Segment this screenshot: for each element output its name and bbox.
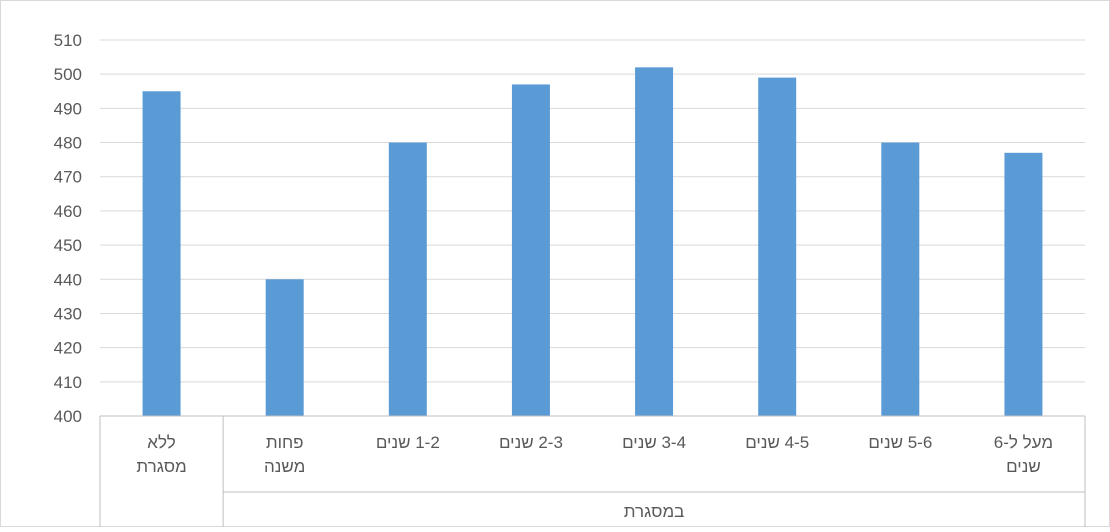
bar (511, 84, 550, 416)
y-tick-label: 480 (54, 134, 82, 153)
labels: 400 410 420 430 440 450 460 470 480 490 500 510 ללא מ… (54, 31, 1053, 521)
bars (142, 67, 1043, 417)
group-label: במסגרת (624, 502, 685, 521)
x-tick-label: 1-2 שנים (376, 433, 440, 452)
x-tick-label-line: ללא (147, 433, 176, 452)
y-tick-label: 510 (54, 31, 82, 50)
x-tick-label-line: 4-5 שנים (745, 433, 809, 452)
y-tick-label: 450 (54, 236, 82, 255)
x-tick-label: ללא מסגרת (136, 433, 186, 476)
x-tick-label-line: 3-4 שנים (622, 433, 686, 452)
bar (388, 142, 427, 416)
x-tick-label: מעל ל-6 שנים (994, 433, 1053, 476)
x-tick-label: 2-3 שנים (499, 433, 563, 452)
x-tick-label-line: שנים (1006, 457, 1041, 476)
x-tick-label: 3-4 שנים (622, 433, 686, 452)
y-tick-label: 400 (54, 407, 82, 426)
x-tick-label-line: מסגרת (136, 457, 186, 476)
y-tick-label: 470 (54, 168, 82, 187)
x-tick-label: 5-6 שנים (868, 433, 932, 452)
gridlines (100, 39, 1085, 383)
y-tick-label: 440 (54, 270, 82, 289)
x-tick-label-line: 1-2 שנים (376, 433, 440, 452)
axes (99, 415, 1086, 527)
x-tick-label: 4-5 שנים (745, 433, 809, 452)
y-tick-label: 490 (54, 99, 82, 118)
y-tick-label: 410 (54, 373, 82, 392)
x-tick-label-line: מעל ל-6 (994, 433, 1053, 452)
y-tick-label: 460 (54, 202, 82, 221)
bar (758, 77, 797, 416)
x-tick-label-line: משנה (264, 457, 305, 476)
y-tick-label: 430 (54, 304, 82, 323)
bar (1004, 152, 1043, 417)
bar (635, 67, 674, 416)
x-tick-label: פחות משנה (264, 433, 305, 476)
bar (881, 142, 920, 416)
x-tick-label-line: 5-6 שנים (868, 433, 932, 452)
y-tick-label: 500 (54, 65, 82, 84)
y-tick-label: 420 (54, 339, 82, 358)
bar (142, 91, 181, 416)
x-tick-label-line: 2-3 שנים (499, 433, 563, 452)
x-tick-label-line: פחות (266, 433, 304, 452)
bar (265, 279, 304, 416)
